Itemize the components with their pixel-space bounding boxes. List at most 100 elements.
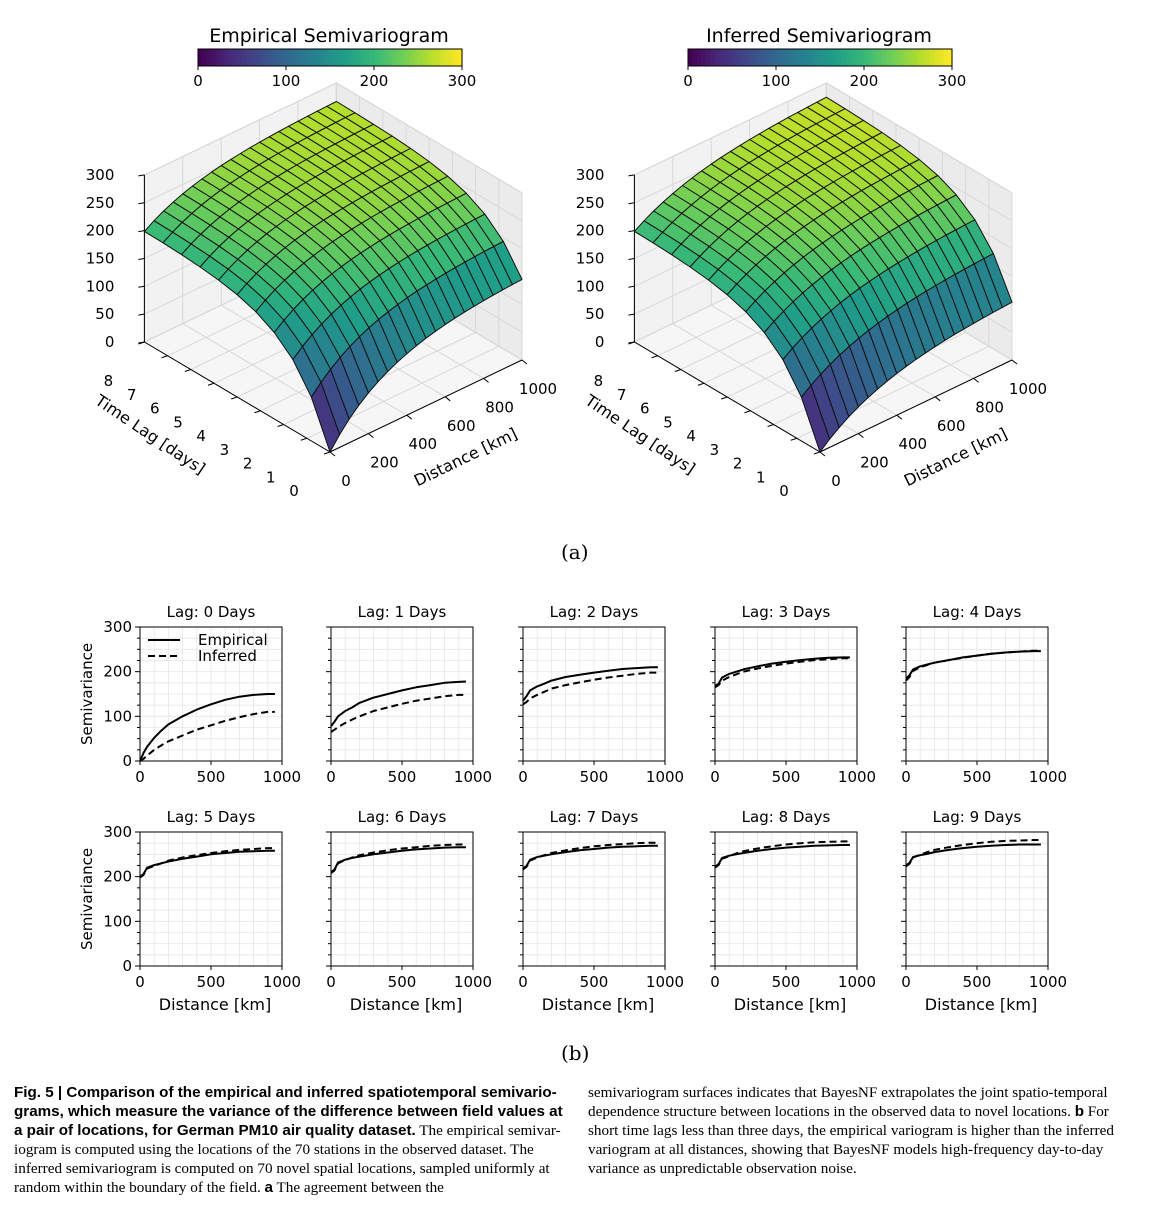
y-axis-label: Semivariance [78,643,96,745]
z-tick-label: 50 [585,305,604,323]
colorbar-segment [771,49,777,66]
colorbar-frame [687,48,953,67]
y-tick-label: 4 [196,427,206,445]
lag-panel-title: Lag: 3 Days [742,603,831,621]
y-tick-label: 5 [173,413,183,431]
colorbar-segment [872,49,878,66]
caption-a-label: a [264,1179,273,1196]
x-tick [858,433,864,438]
colorbar-segment [916,49,922,66]
surface-mesh [143,101,523,453]
panel-b-label: (b) [561,1041,590,1065]
colorbar-segment [727,49,733,66]
x-tick-label: 1000 [1029,973,1067,991]
caption-text-2: The agreement between the [273,1179,444,1196]
colorbar-segment [767,49,773,66]
colorbar-frame [197,48,463,67]
x-axis-label: Distance [km] [925,995,1037,1014]
x-tick-label: 0 [326,768,336,786]
legend-label-empirical: Empirical [198,631,268,649]
colorbar-segment [877,49,883,66]
series-inferred-line [905,649,1041,682]
y-tick-label: 200 [103,868,132,886]
z-tick [628,285,635,288]
colorbar-segment [338,49,344,66]
x-axis-label: Distance [km] [734,995,846,1014]
colorbar-segment [281,49,287,66]
z-tick [628,257,635,260]
colorbar-segment [316,49,322,66]
colorbar-segment [220,49,225,66]
y-tick-label: 4 [686,427,696,445]
colorbar-tick-label: 300 [938,72,967,90]
z-tick-label: 0 [595,333,605,351]
colorbar-tick-label: 0 [683,72,693,90]
surface-cell [800,384,831,453]
y-tick [254,410,261,414]
colorbar-tick-label: 200 [850,72,879,90]
colorbar-segment [224,49,230,66]
z-tick-label: 250 [576,194,605,212]
colorbar-segment [784,49,790,66]
x-tick-label: 0 [831,472,841,490]
colorbar-segment [356,49,362,66]
x-tick-label: 1000 [646,973,684,991]
colorbar-segment [710,49,715,66]
x-tick [521,359,528,365]
x-axis [819,359,1013,453]
x-tick-label: 500 [963,973,992,991]
x-tick-label: 800 [485,398,514,416]
colorbar-segment [859,49,865,66]
z-tick-label: 100 [576,277,605,295]
y-tick-label: 7 [617,386,627,404]
colorbar-segment [440,49,445,66]
x-tick-label: 0 [518,768,528,786]
z-tick-label: 0 [105,333,115,351]
caption-bold-text: Comparison of the empirical and inferred… [14,1084,563,1139]
colorbar-segment [413,49,419,66]
y-tick [277,424,284,427]
y-tick [138,341,145,345]
colorbar-segment [793,49,799,66]
colorbar-segment [233,49,239,66]
colorbar-segment [303,49,309,66]
colorbar-segment [198,49,203,66]
panel-a-surfaces: Empirical Semivariogram 0 100 200 300 0 50 100 1… [0,0,1156,540]
caption-text-4: For short time lags less than three days… [588,1103,1114,1177]
y-tick [744,410,751,414]
x-tick-label: 0 [901,768,911,786]
colorbar-segment [780,49,786,66]
lag-panel: Lag: 5 Days 0 500 1000 0 100 200 300 Semivarianc… [78,808,301,1014]
x-tick-label: 1000 [454,768,492,786]
colorbar-tick-label: 100 [762,72,791,90]
colorbar-segment [250,49,256,66]
colorbar-segment [391,49,397,66]
colorbar-segment [921,49,927,66]
colorbar-segment [352,49,357,66]
x-tick [934,396,941,402]
z-tick [628,202,635,205]
colorbar-segment [732,49,737,66]
colorbar-segment [290,49,296,66]
x-axis-label: Distance [km] [159,995,271,1014]
z-tick [138,257,145,260]
colorbar-segment [246,49,252,66]
x-tick-label: 1000 [519,380,557,398]
x-tick-label: 1000 [646,768,684,786]
y-tick-label: 0 [122,957,132,975]
series-inferred-line [330,693,466,733]
series-empirical-line [714,656,850,687]
y-tick [207,382,215,386]
x-tick-label: 500 [388,768,417,786]
colorbar-segment [347,49,353,66]
colorbar-segment [903,49,909,66]
colorbar-segment [811,49,817,66]
z-tick [628,313,635,316]
series-inferred-line [522,671,658,706]
colorbar-segment [930,49,935,66]
colorbar-segment [206,49,212,66]
x-tick-label: 400 [898,435,927,453]
series-inferred-line [905,839,1041,868]
caption-column-1: Fig. 5 | Comparison of the empirical and… [14,1083,564,1197]
y-tick [813,451,821,455]
